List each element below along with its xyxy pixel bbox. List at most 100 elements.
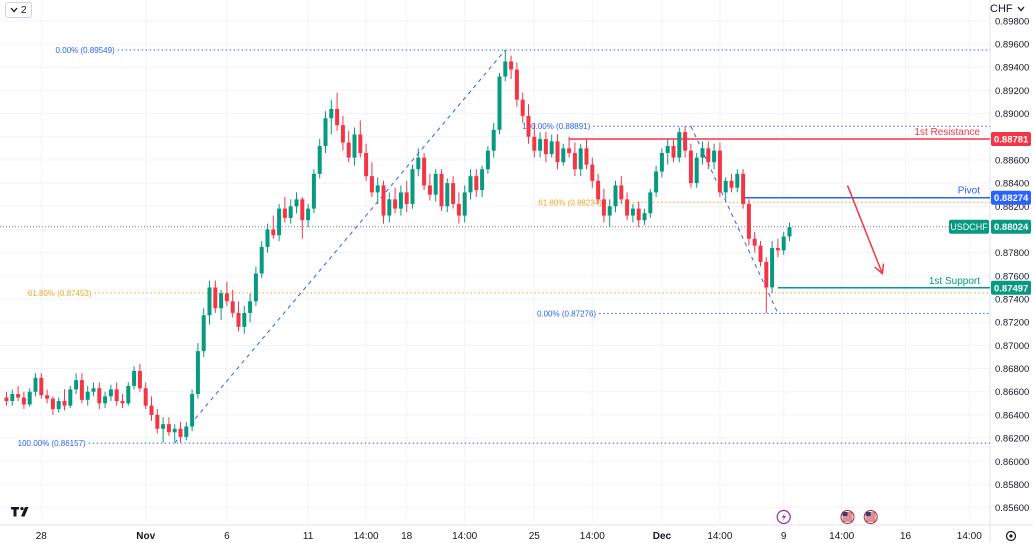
candle-body <box>39 377 44 396</box>
candle-body <box>659 152 664 172</box>
time-tick-label: 14:00 <box>580 531 605 542</box>
price-tick-label: 0.89400 <box>995 63 1029 74</box>
gear-icon-center <box>1009 534 1013 538</box>
candle-body <box>439 173 444 207</box>
candle-body <box>735 173 740 188</box>
candle-body <box>619 185 624 200</box>
candle-body <box>497 76 502 130</box>
candle-body <box>700 148 705 158</box>
candle-body <box>717 150 722 193</box>
symbol-label: USDCHF <box>950 222 988 232</box>
price-tick-label: 0.89800 <box>995 16 1029 27</box>
level-price-box <box>991 131 1031 146</box>
fib-level-label: 0.00% (0.87276) <box>537 309 596 318</box>
level-price-box <box>991 280 1031 295</box>
candle-body <box>62 400 67 406</box>
candle-body <box>480 169 485 191</box>
fib-trend-line <box>174 49 506 444</box>
lightning-icon-glyph <box>781 513 787 521</box>
candle-body <box>509 61 514 70</box>
candle-body <box>532 136 537 151</box>
price-tick-label: 0.85800 <box>995 480 1029 491</box>
candle-body <box>746 203 751 239</box>
candle-body <box>787 227 792 237</box>
level-price-label: 0.87497 <box>994 283 1028 294</box>
candle-body <box>68 389 73 406</box>
candle-body <box>79 380 84 400</box>
candle-body <box>433 173 438 195</box>
candle-body <box>625 199 630 216</box>
us-flag-canton <box>865 512 871 516</box>
candle-body <box>27 391 32 405</box>
candle-body <box>456 203 461 216</box>
price-tick-label: 0.89000 <box>995 109 1029 120</box>
candle-body <box>584 148 589 165</box>
candle-body <box>369 176 374 193</box>
candle-body <box>323 118 328 147</box>
candle-body <box>758 245 763 262</box>
time-tick-label: 14:00 <box>957 531 982 542</box>
candle-body <box>346 142 351 158</box>
price-tick-label: 0.85600 <box>995 503 1029 514</box>
level-price-box <box>991 190 1031 205</box>
candle-body <box>712 150 717 163</box>
time-tick-label: 28 <box>36 531 48 542</box>
price-tick-label: 0.86800 <box>995 364 1029 375</box>
level-price-label: 0.88781 <box>994 134 1029 145</box>
candle-body <box>601 199 606 216</box>
candle-body <box>567 148 572 153</box>
candle-body <box>404 192 409 204</box>
candle-body <box>282 208 287 218</box>
candle-body <box>329 108 334 119</box>
last-price-label: 0.88024 <box>994 222 1029 233</box>
price-tick-label: 0.88400 <box>995 179 1029 190</box>
candle-body <box>613 185 618 207</box>
candle-body <box>248 301 253 313</box>
candle-body <box>694 157 699 184</box>
candle-body <box>213 287 218 309</box>
candle-body <box>723 180 728 193</box>
candle-body <box>143 388 148 406</box>
candle-body <box>671 146 676 158</box>
candle-body <box>50 398 55 410</box>
candle-body <box>596 180 601 200</box>
candle-body <box>654 171 659 193</box>
time-tick-label: Dec <box>653 531 672 542</box>
level-price-label: 0.88274 <box>994 193 1029 204</box>
candle-body <box>97 388 102 404</box>
time-tick-label: 16 <box>900 531 912 542</box>
chevron-down-icon <box>1017 6 1025 12</box>
fib-trend-line <box>690 125 779 314</box>
candle-body <box>648 192 653 214</box>
candle-body <box>265 229 270 247</box>
level-name-label: Pivot <box>958 186 980 197</box>
candle-body <box>219 293 224 309</box>
candle-body <box>729 180 734 188</box>
collapse-indicators-button[interactable]: 2 <box>5 2 32 18</box>
candle-body <box>410 169 415 204</box>
candle-body <box>311 173 316 209</box>
gear-icon[interactable] <box>1005 530 1017 542</box>
price-tick-label: 0.87600 <box>995 271 1029 282</box>
candle-body <box>561 148 566 163</box>
candle-body <box>381 185 386 216</box>
candle-body <box>74 380 79 390</box>
time-tick-label: 14:00 <box>707 531 732 542</box>
price-tick-label: 0.89600 <box>995 40 1029 51</box>
candle-body <box>45 395 50 399</box>
chevron-down-icon <box>10 7 18 13</box>
candle-body <box>514 69 519 100</box>
fib-level-label: 61.80% (0.88234) <box>538 198 602 207</box>
projection-arrow-head <box>874 263 885 275</box>
candle-body <box>642 213 647 221</box>
currency-selector[interactable]: CHF <box>990 2 1025 16</box>
candle-body <box>300 199 305 221</box>
candle-body <box>607 206 612 216</box>
candle-body <box>259 246 264 274</box>
candle-body <box>184 426 189 437</box>
tradingview-logo-slash <box>21 507 29 517</box>
candle-body <box>294 199 299 207</box>
candle-body <box>201 315 206 352</box>
candle-body <box>166 424 171 433</box>
